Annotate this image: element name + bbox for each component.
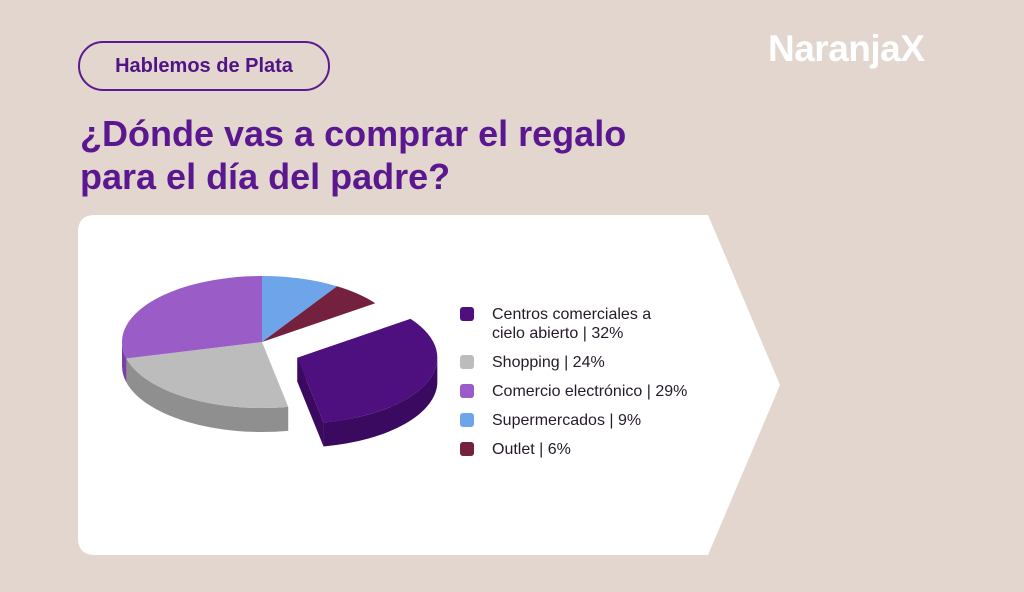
legend-label-outlet: Outlet | 6% [492, 441, 571, 458]
legend-item-shopping: Shopping | 24% [460, 353, 730, 372]
category-pill: Hablemos de Plata [78, 41, 330, 91]
legend-label-comercio: Comercio electrónico | 29% [492, 383, 688, 400]
legend-swatch-centros [460, 307, 474, 321]
legend-label-shopping: Shopping | 24% [492, 354, 605, 371]
legend-label-supermercados: Supermercados | 9% [492, 412, 642, 429]
pie-slice-1 [126, 342, 289, 409]
legend-item-outlet: Outlet | 6% [460, 440, 730, 459]
pie-slice-4 [262, 286, 376, 342]
legend-swatch-comercio [460, 384, 474, 398]
legend-swatch-outlet [460, 442, 474, 456]
page-title: ¿Dónde vas a comprar el regalo para el d… [80, 112, 720, 198]
pie-slice-side [323, 357, 438, 447]
pie-slice-side [122, 342, 127, 383]
pie-slice-cut-face [297, 357, 324, 447]
chart-legend: Centros comerciales a cielo abierto | 32… [460, 305, 730, 469]
pie-slice-3 [262, 276, 338, 342]
legend-item-comercio: Comercio electrónico | 29% [460, 382, 730, 401]
legend-item-centros: Centros comerciales a cielo abierto | 32… [460, 305, 730, 343]
pie-slice-0 [297, 318, 438, 423]
pie-slice-side [126, 358, 289, 433]
pie-slice-2 [122, 276, 262, 359]
legend-swatch-supermercados [460, 413, 474, 427]
legend-item-supermercados: Supermercados | 9% [460, 411, 730, 430]
legend-label-centros: Centros comerciales a cielo abierto | 32… [492, 306, 652, 342]
category-pill-label: Hablemos de Plata [115, 54, 293, 77]
legend-swatch-shopping [460, 355, 474, 369]
brand-logo: NaranjaX [768, 28, 925, 69]
title-line-1: ¿Dónde vas a comprar el regalo [80, 113, 627, 154]
title-line-2: para el día del padre? [80, 156, 451, 197]
